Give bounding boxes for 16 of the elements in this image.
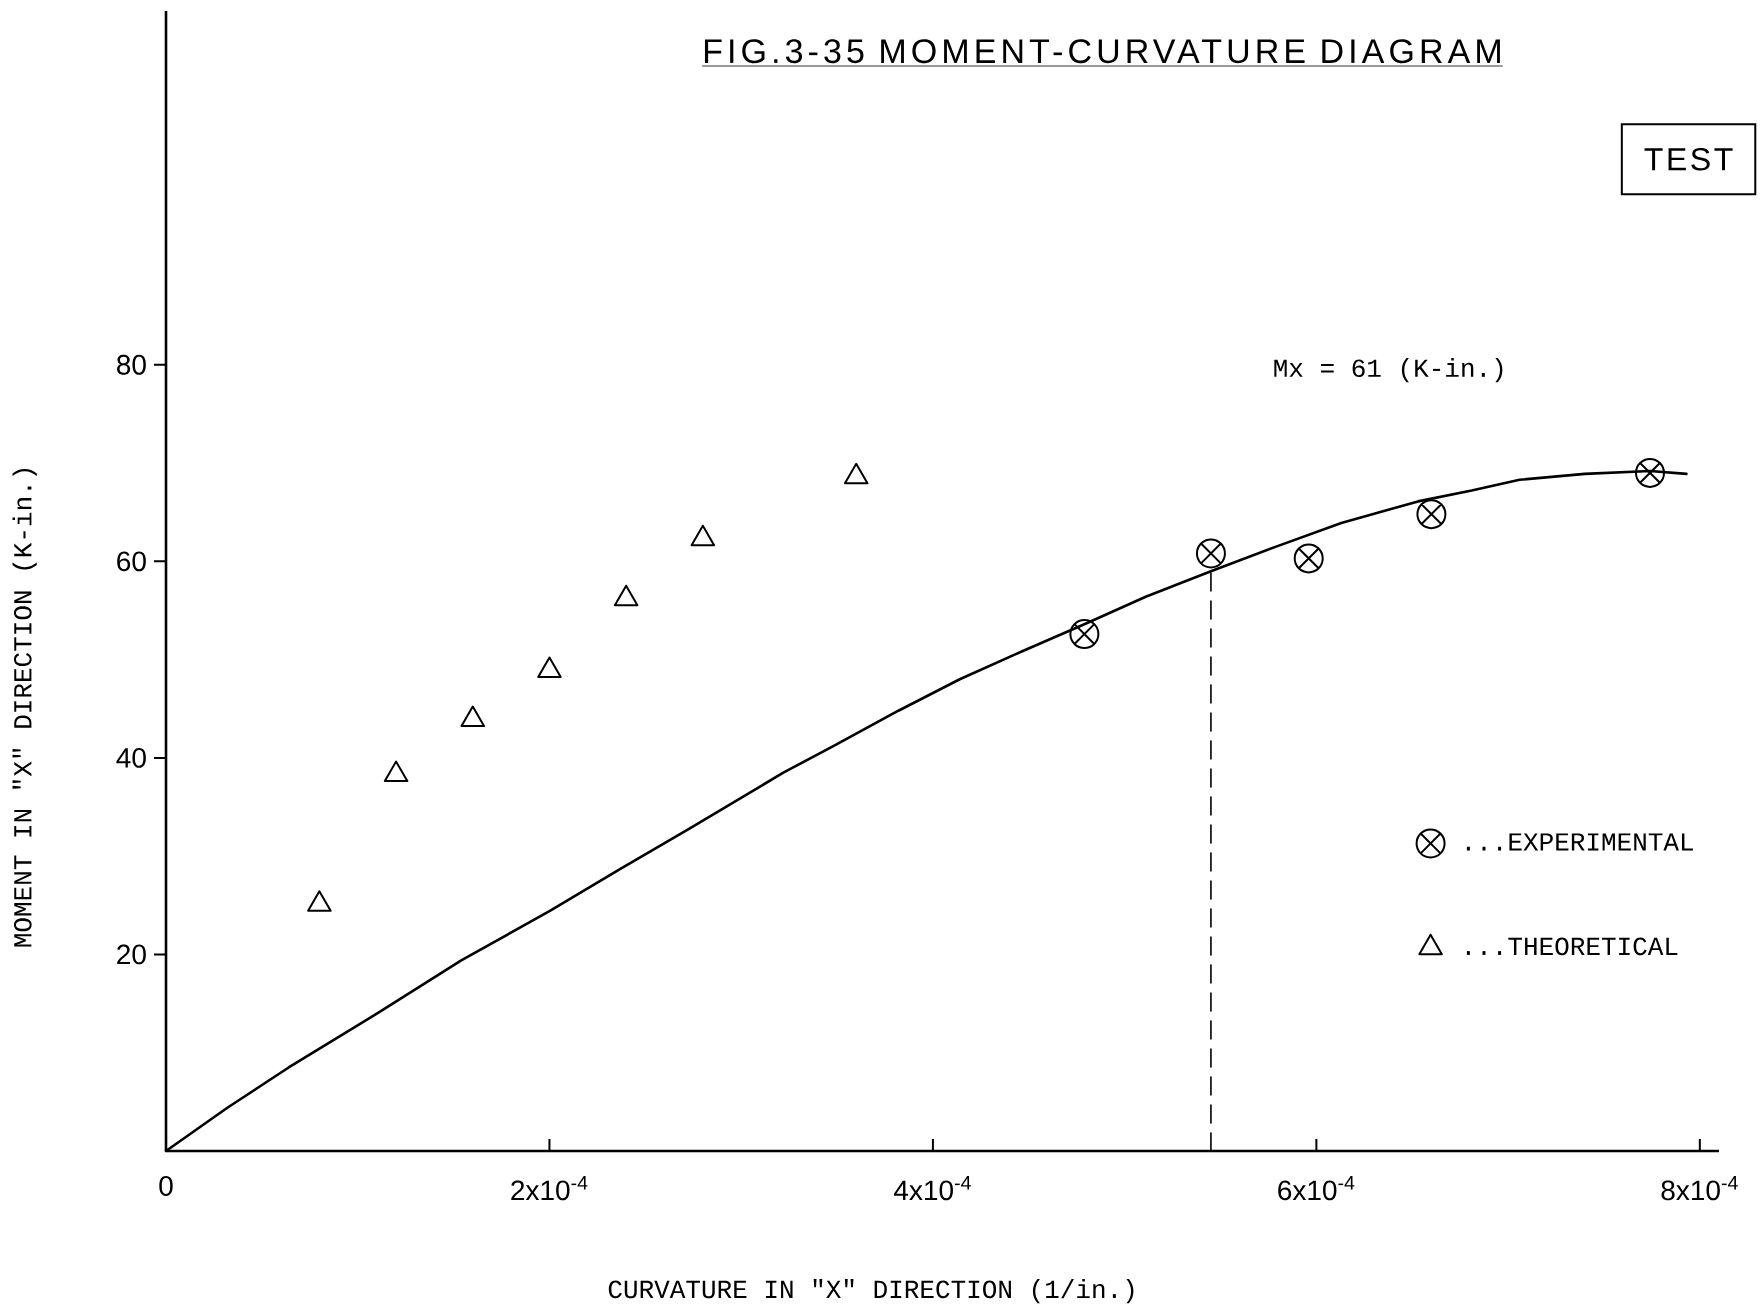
legend-label: ...THEORETICAL [1466, 937, 1678, 956]
y-axis-title: MOMENT IN "X" DIRECTION (K-in.) [12, 469, 37, 947]
annotation: Mx = 61 (K-in.) [1274, 357, 1503, 383]
legend-label: ...EXPERIMENTAL [1466, 833, 1693, 851]
x-tick-label: 4x10$^{-4}$ [893, 1176, 971, 1201]
x-tick-label: 2x10$^{-4}$ [511, 1176, 588, 1201]
annotation: TEST [1644, 147, 1733, 171]
x-tick-label: 8x10$^{-4}$ [1661, 1176, 1738, 1201]
y-tick-label: 20 [117, 944, 146, 965]
x-tick-label: 0 [159, 1176, 173, 1196]
text: FIG.3-35 MOMENT-CURVATURE DIAGRAM [704, 39, 1500, 64]
y-tick-label: 80 [117, 354, 146, 375]
x-axis-title: CURVATURE IN "X" DIRECTION (1/in.) [608, 1279, 1134, 1304]
y-tick-label: 40 [116, 747, 146, 768]
x-tick-label: 6x10$^{-4}$ [1278, 1176, 1355, 1201]
y-tick-label: 60 [117, 551, 146, 572]
